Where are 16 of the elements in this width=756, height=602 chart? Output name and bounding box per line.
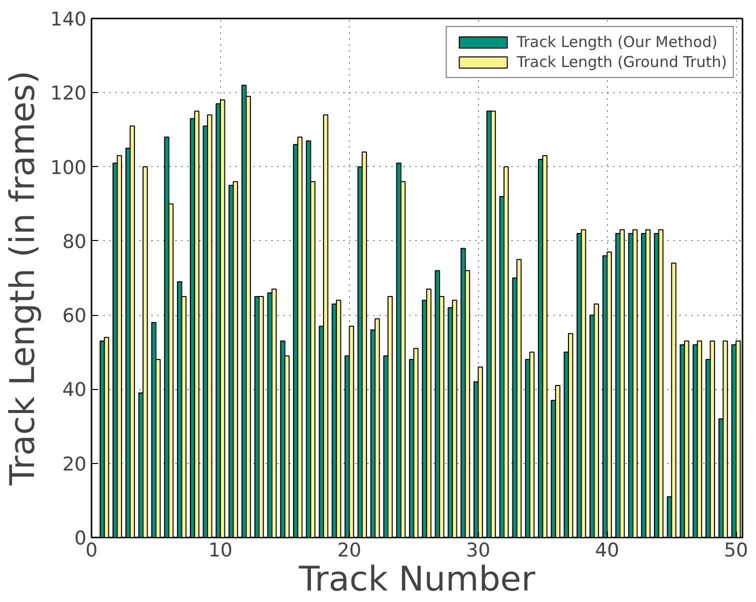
y-tick-label: 120: [50, 82, 86, 105]
x-tick-label: 20: [337, 540, 362, 562]
y-tick-label: 20: [62, 453, 87, 476]
y-tick-label: 80: [62, 230, 87, 253]
y-tick-label: 40: [62, 379, 87, 402]
y-tick-label: 140: [50, 8, 86, 30]
x-tick-label: 50: [724, 540, 748, 562]
legend-label: Track Length (Ground Truth): [516, 53, 727, 71]
x-tick-label: 10: [208, 540, 233, 562]
legend-label: Track Length (Our Method): [516, 33, 718, 51]
y-axis-title: Track Length (in frames): [3, 70, 44, 486]
y-tick-label: 60: [62, 305, 87, 328]
x-axis-title: Track Number: [298, 560, 536, 600]
x-tick-label: 30: [466, 540, 490, 562]
x-tick-label: 40: [595, 540, 620, 562]
y-tick-label: 100: [50, 156, 86, 179]
